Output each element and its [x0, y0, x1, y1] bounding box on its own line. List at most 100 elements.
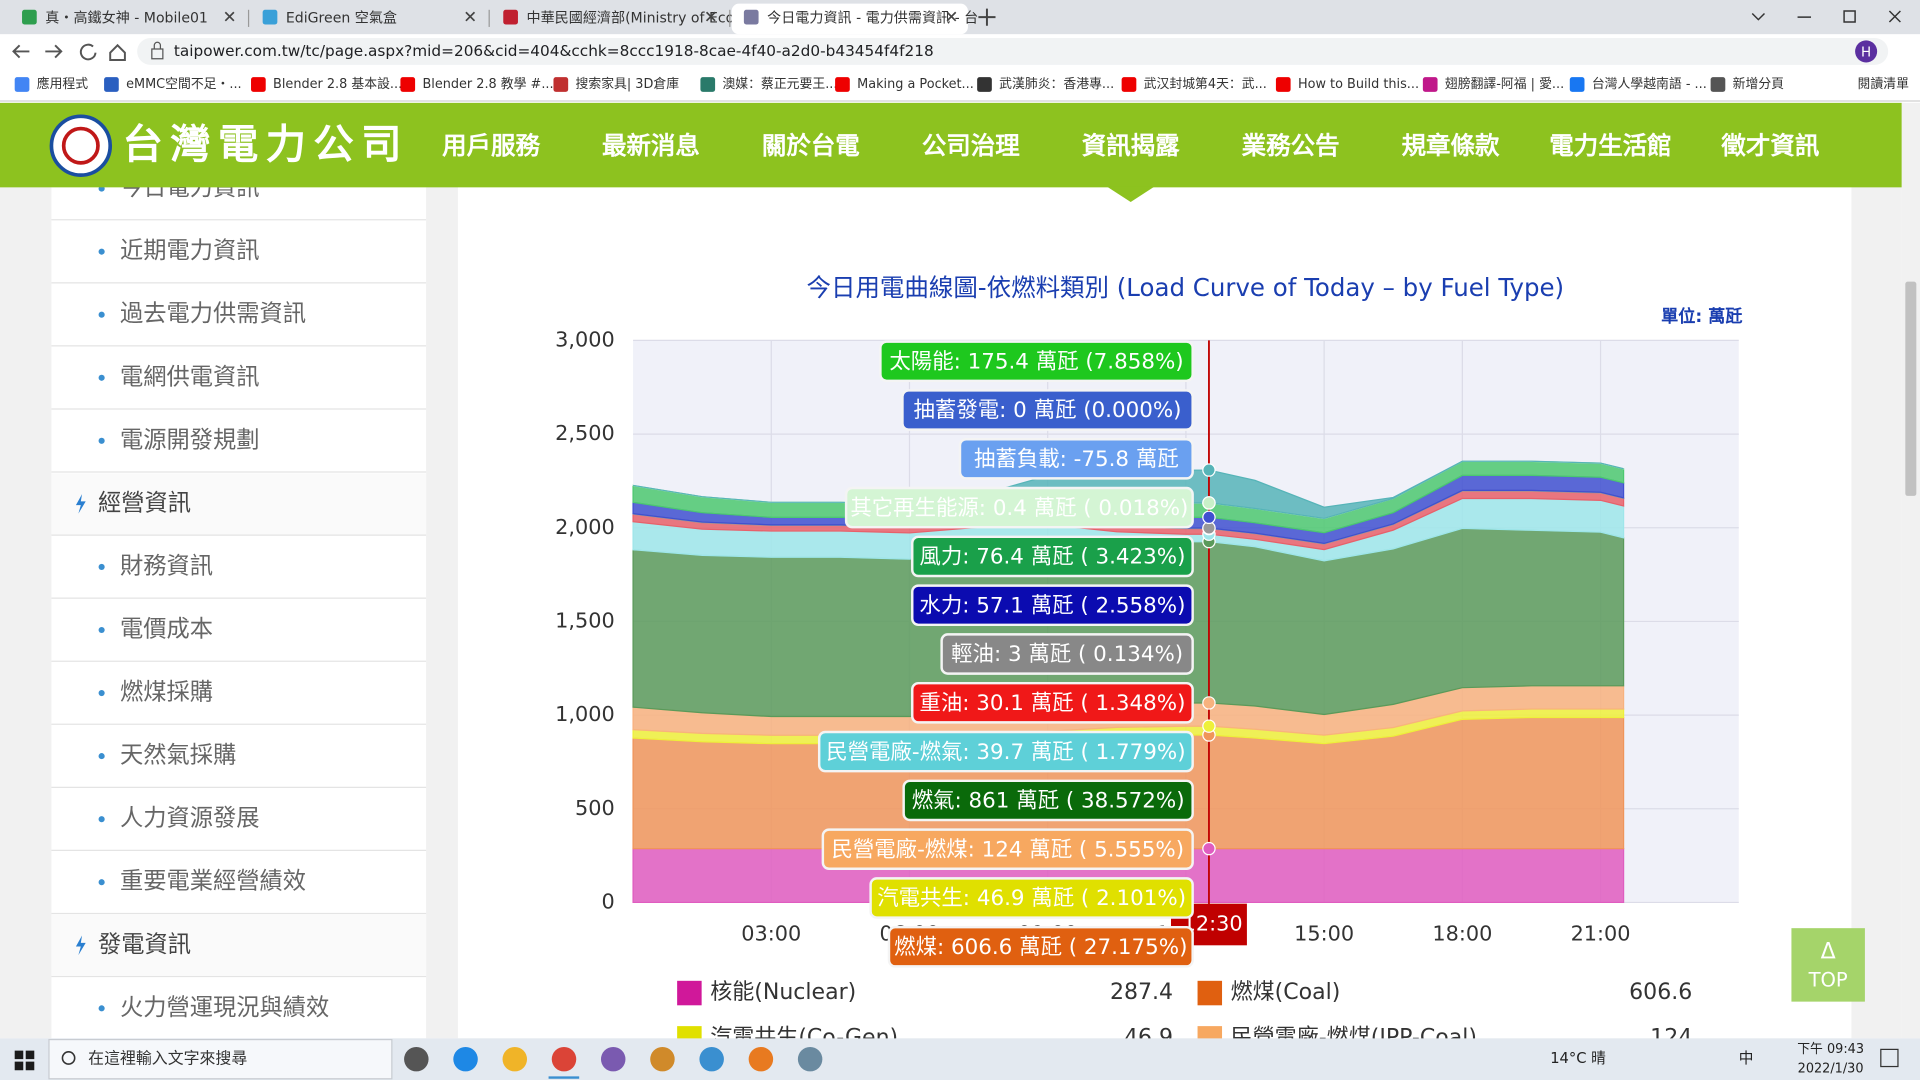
start-button[interactable]	[14, 1050, 35, 1071]
logo-core	[61, 126, 100, 165]
top-button[interactable]	[1791, 928, 1865, 1002]
taskbar-app[interactable]	[797, 1046, 823, 1072]
bookmark[interactable]: eMMC空間不足・...	[126, 77, 242, 92]
legend-swatch	[1197, 980, 1223, 1006]
bookmark[interactable]: 搜索家具| 3D倉庫	[576, 76, 680, 92]
header-bar	[0, 102, 1902, 188]
sidebar-link[interactable]: 電網供電資訊	[120, 363, 260, 390]
crosshair-dot	[1202, 496, 1216, 510]
sidebar-section[interactable]: 發電資訊	[98, 931, 191, 958]
bookmark[interactable]: Making a Pocket...	[857, 77, 974, 92]
y-tick-label: 0	[601, 889, 614, 913]
ime-indicator[interactable]: 中	[1739, 1050, 1754, 1067]
taskbar-app[interactable]	[404, 1046, 429, 1072]
bookmark[interactable]: 應用程式	[37, 76, 89, 92]
profile-badge[interactable]	[1855, 40, 1878, 63]
url[interactable]: taipower.com.tw/tc/page.aspx?mid=206&cid…	[174, 42, 934, 60]
bookmark-icon	[400, 77, 416, 92]
nav-icons[interactable]	[12, 43, 126, 61]
tab-title[interactable]: 今日電力資訊 - 電力供需資訊 - 台	[767, 10, 978, 26]
tooltip-box	[940, 633, 1194, 675]
tooltip-text: 其它再生能源: 0.4 萬瓩 ( 0.018%)	[850, 496, 1188, 521]
tab-close[interactable]	[705, 11, 716, 22]
tab-title[interactable]: 真・高鐵女神 - Mobile01	[45, 9, 208, 26]
reading-list[interactable]: 閱讀清單	[1858, 77, 1910, 92]
bullet	[98, 374, 105, 381]
nav-item[interactable]: 用戶服務	[442, 131, 540, 160]
nav-item[interactable]: 電力生活館	[1549, 131, 1671, 160]
tab-title[interactable]: 中華民國經濟部(Ministry of Eco	[527, 10, 735, 26]
notification-icon[interactable]	[1880, 1048, 1899, 1068]
bookmark[interactable]: 翅膀翻譯-阿福 | 愛...	[1445, 76, 1564, 92]
sidebar-link[interactable]: 火力營運現況與績效	[120, 994, 329, 1021]
tab-close[interactable]	[465, 11, 476, 22]
bullet	[98, 626, 105, 634]
tab-close[interactable]	[946, 11, 957, 22]
sidebar-link[interactable]: 人力資源發展	[120, 805, 260, 832]
taskbar-app[interactable]	[551, 1046, 577, 1072]
sidebar-link[interactable]: 重要電業經營績效	[120, 868, 306, 895]
tab-favicon	[262, 9, 278, 25]
bookmark[interactable]: How to Build this...	[1298, 77, 1419, 92]
sidebar-section[interactable]: 經營資訊	[98, 489, 191, 516]
nav-item[interactable]: 關於台電	[762, 131, 860, 160]
x-tick-label: 21:00	[1571, 921, 1631, 945]
tab-close[interactable]	[224, 11, 235, 22]
bookmark-icon	[700, 77, 716, 92]
tab-active[interactable]	[731, 3, 968, 35]
nav-item[interactable]: 公司治理	[922, 131, 1020, 160]
nav-item[interactable]: 業務公告	[1242, 131, 1340, 160]
logo-text[interactable]: 台灣電力公司	[122, 120, 408, 168]
nav-item[interactable]: 規章條款	[1402, 131, 1500, 160]
crosshair-dot	[1202, 841, 1216, 856]
window-controls[interactable]	[1751, 10, 1901, 23]
bookmark[interactable]: 新增分頁	[1733, 76, 1785, 92]
y-tick-label: 2,500	[555, 421, 615, 445]
bookmark[interactable]: Blender 2.8 基本設...	[273, 76, 402, 92]
bookmark[interactable]: 台灣人學越南語 - ...	[1592, 76, 1707, 92]
tooltip-text: 風力: 76.4 萬瓩 ( 3.423%)	[919, 545, 1185, 570]
new-tab[interactable]	[978, 8, 996, 26]
top-button-icon: Δ	[1821, 940, 1836, 965]
bullet	[98, 816, 105, 823]
chart: 今日用電曲線圖-依燃料類別 (Load Curve of Today – by …	[555, 273, 1865, 1051]
bookmark[interactable]: Blender 2.8 教學 #...	[422, 76, 553, 92]
nav-item[interactable]: 最新消息	[602, 131, 700, 160]
omnibox[interactable]	[137, 37, 1889, 65]
clock-time: 下午 09:43	[1797, 1042, 1864, 1057]
sidebar-link[interactable]: 天然氣採購	[120, 742, 236, 769]
sidebar-link[interactable]: 財務資訊	[120, 552, 213, 579]
tooltip-box	[887, 925, 1194, 968]
nav-item[interactable]: 徵才資訊	[1720, 131, 1819, 160]
scrollbar-thumb[interactable]	[1905, 281, 1917, 496]
tooltip-box	[901, 389, 1194, 431]
tab-favicon	[503, 9, 518, 25]
nav-item[interactable]: 資訊揭露	[1082, 131, 1180, 160]
tooltip-box	[958, 438, 1194, 480]
unit-label: 單位: 萬瓩	[1661, 306, 1743, 327]
sidebar-link[interactable]: 近期電力資訊	[120, 237, 260, 264]
bullet	[98, 879, 105, 886]
bookmark-icon	[835, 77, 850, 92]
bullet	[98, 248, 105, 255]
taskbar-app[interactable]	[699, 1046, 724, 1072]
sidebar-link[interactable]: 過去電力供需資訊	[120, 300, 306, 327]
bullet	[98, 563, 105, 570]
bookmark[interactable]: 武汉封城第4天：武...	[1144, 77, 1267, 92]
search-box[interactable]	[48, 1038, 393, 1080]
taskbar-app[interactable]	[453, 1046, 478, 1072]
taskbar-app[interactable]	[502, 1046, 528, 1072]
taskbar-app[interactable]	[600, 1046, 626, 1072]
bookmark[interactable]: 武漢肺炎：香港專...	[999, 77, 1114, 92]
sidebar-link[interactable]: 電源開發規劃	[120, 426, 260, 453]
bookmark-icon	[104, 77, 119, 92]
bookmark-icon	[1275, 77, 1291, 92]
logo-ring	[49, 114, 113, 177]
sidebar-link[interactable]: 燃煤採購	[120, 679, 213, 706]
taskbar-app[interactable]	[748, 1046, 774, 1072]
clock-date: 2022/1/30	[1798, 1061, 1864, 1076]
bookmark[interactable]: 澳媒：蔡正元要王...	[722, 76, 837, 92]
tab-title[interactable]: EdiGreen 空氣盒	[286, 9, 397, 26]
taskbar-app[interactable]	[650, 1046, 675, 1072]
sidebar-link[interactable]: 電價成本	[120, 616, 213, 643]
